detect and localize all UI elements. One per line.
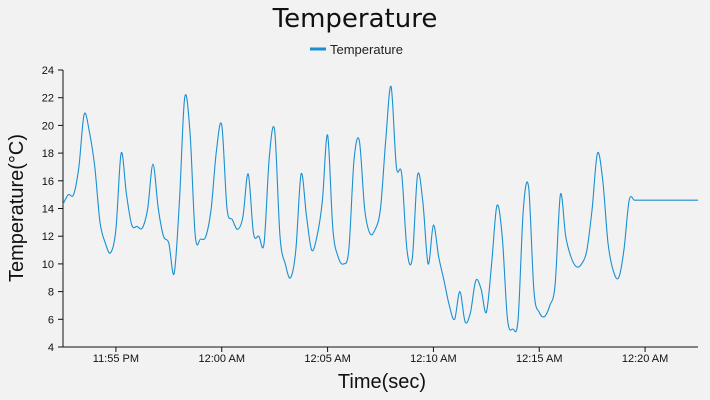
y-tick-label: 20 xyxy=(42,120,54,132)
x-tick-label: 12:00 AM xyxy=(199,353,245,365)
x-tick-label: 12:15 AM xyxy=(516,353,562,365)
y-tick-label: 24 xyxy=(42,65,54,77)
legend-label-temperature: Temperature xyxy=(330,42,403,57)
x-axis: 11:55 PM 12:00 AM 12:05 AM 12:10 AM 12:15 AM… xyxy=(63,346,698,365)
y-tick-label: 16 xyxy=(42,176,54,188)
y-tick-label: 22 xyxy=(42,93,54,105)
y-tick-label: 18 xyxy=(42,148,54,160)
y-tick-label: 14 xyxy=(42,204,54,216)
y-tick-label: 10 xyxy=(42,259,54,271)
y-tick-label: 12 xyxy=(42,231,54,243)
y-tick-label: 4 xyxy=(48,342,54,354)
series-line-temperature xyxy=(62,86,698,333)
y-axis: 4 6 8 10 12 14 16 18 20 22 24 xyxy=(42,65,64,354)
plot-area xyxy=(62,86,698,333)
legend[interactable]: Temperature xyxy=(310,42,403,57)
y-tick-label: 6 xyxy=(48,314,54,326)
y-axis-label: Temperature(°C) xyxy=(6,134,28,282)
y-tick-label: 8 xyxy=(48,287,54,299)
chart-title: Temperature xyxy=(272,4,438,34)
x-axis-label: Time(sec) xyxy=(338,371,426,393)
x-tick-label: 12:20 AM xyxy=(622,353,668,365)
x-tick-label: 12:10 AM xyxy=(410,353,456,365)
x-tick-label: 11:55 PM xyxy=(93,353,139,365)
x-tick-label: 12:05 AM xyxy=(304,353,350,365)
